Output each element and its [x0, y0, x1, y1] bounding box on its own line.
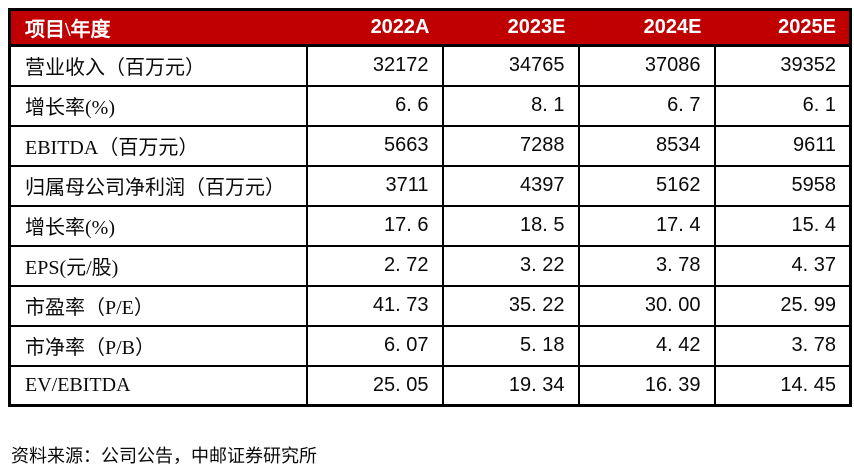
table-row-profit-growth: 增长率(%) 17. 6 18. 5 17. 4 15. 4 — [8, 204, 852, 247]
table-row-ebitda: EBITDA（百万元） 5663 7288 8534 9611 — [8, 124, 852, 167]
cell-value: 39352 — [713, 44, 852, 87]
cell-value: 25. 99 — [713, 284, 852, 327]
cell-value: 35. 22 — [441, 284, 580, 327]
cell-value: 3. 22 — [441, 244, 580, 287]
cell-value: 15. 4 — [713, 204, 852, 247]
table-row-pe: 市盈率（P/E） 41. 73 35. 22 30. 00 25. 99 — [8, 284, 852, 327]
table-row-net-profit: 归属母公司净利润（百万元） 3711 4397 5162 5958 — [8, 164, 852, 207]
source-note: 资料来源：公司公告，中邮证券研究所 — [11, 446, 317, 466]
header-project-year-label: 项目\年度 — [9, 9, 307, 47]
row-label: EV/EBITDA — [8, 364, 308, 407]
row-label: 归属母公司净利润（百万元） — [8, 164, 308, 207]
financial-forecast-table: 项目\年度 2022A 2023E 2024E 2025E 营业收入（百万元） … — [8, 8, 852, 407]
cell-value: 3. 78 — [713, 324, 852, 367]
cell-value: 7288 — [441, 124, 580, 167]
cell-value: 6. 1 — [713, 84, 852, 127]
table-row-revenue: 营业收入（百万元） 32172 34765 37086 39352 — [8, 44, 852, 87]
cell-value: 34765 — [441, 44, 580, 87]
cell-value: 5663 — [305, 124, 444, 167]
row-label: 增长率(%) — [8, 84, 308, 127]
cell-value: 8534 — [577, 124, 716, 167]
cell-value: 5958 — [713, 164, 852, 207]
cell-value: 4. 37 — [713, 244, 852, 287]
row-label: 市盈率（P/E） — [8, 284, 308, 327]
row-label: EPS(元/股) — [8, 244, 308, 287]
header-year-2024e: 2024E — [578, 9, 715, 47]
cell-value: 41. 73 — [305, 284, 444, 327]
cell-value: 19. 34 — [441, 364, 580, 407]
cell-value: 37086 — [577, 44, 716, 87]
cell-value: 5. 18 — [441, 324, 580, 367]
cell-value: 6. 07 — [305, 324, 444, 367]
cell-value: 4397 — [441, 164, 580, 207]
cell-value: 5162 — [577, 164, 716, 207]
table-row-pb: 市净率（P/B） 6. 07 5. 18 4. 42 3. 78 — [8, 324, 852, 367]
table-header-row: 项目\年度 2022A 2023E 2024E 2025E — [9, 9, 851, 47]
cell-value: 16. 39 — [577, 364, 716, 407]
cell-value: 18. 5 — [441, 204, 580, 247]
cell-value: 17. 6 — [305, 204, 444, 247]
cell-value: 4. 42 — [577, 324, 716, 367]
row-label: 市净率（P/B） — [8, 324, 308, 367]
row-label: 增长率(%) — [8, 204, 308, 247]
cell-value: 2. 72 — [305, 244, 444, 287]
table-row-revenue-growth: 增长率(%) 6. 6 8. 1 6. 7 6. 1 — [8, 84, 852, 127]
table-row-eps: EPS(元/股) 2. 72 3. 22 3. 78 4. 37 — [8, 244, 852, 287]
header-year-2023e: 2023E — [442, 9, 579, 47]
cell-value: 30. 00 — [577, 284, 716, 327]
cell-value: 17. 4 — [577, 204, 716, 247]
header-year-2025e: 2025E — [714, 9, 851, 47]
cell-value: 14. 45 — [713, 364, 852, 407]
row-label: EBITDA（百万元） — [8, 124, 308, 167]
cell-value: 6. 7 — [577, 84, 716, 127]
cell-value: 8. 1 — [441, 84, 580, 127]
cell-value: 25. 05 — [305, 364, 444, 407]
cell-value: 9611 — [713, 124, 852, 167]
cell-value: 6. 6 — [305, 84, 444, 127]
header-year-2022a: 2022A — [306, 9, 443, 47]
cell-value: 3. 78 — [577, 244, 716, 287]
cell-value: 32172 — [305, 44, 444, 87]
table-row-ev-ebitda: EV/EBITDA 25. 05 19. 34 16. 39 14. 45 — [8, 364, 852, 407]
cell-value: 3711 — [305, 164, 444, 207]
row-label: 营业收入（百万元） — [8, 44, 308, 87]
